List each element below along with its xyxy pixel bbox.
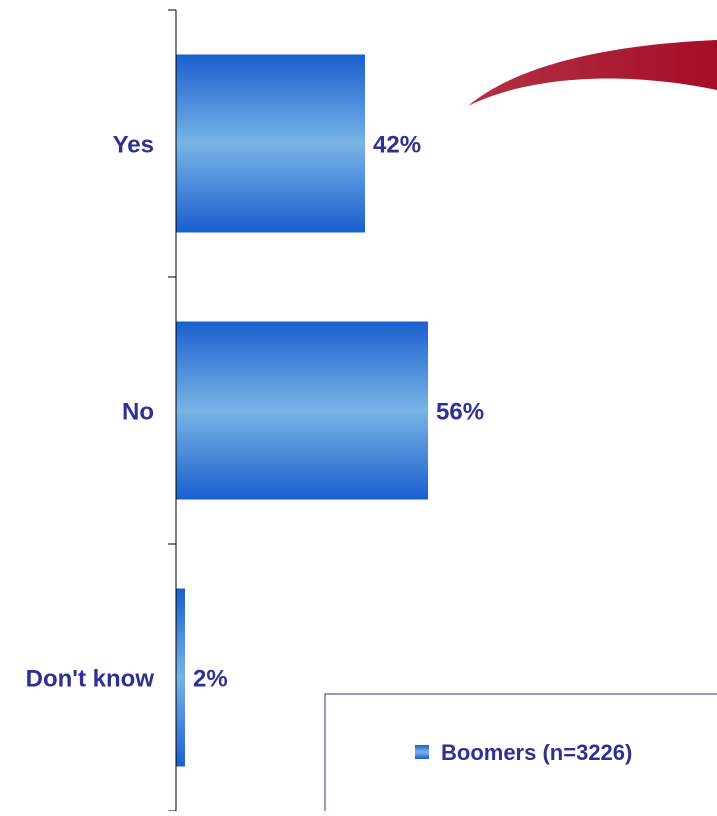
category-label: No [122,399,154,426]
bars-layer: 42% Yes 56% No 2% Don't know [26,54,484,767]
legend-swatch [415,745,429,759]
category-label: Don't know [26,666,155,693]
axis-layer [168,9,177,812]
category-label: Yes [113,132,154,159]
data-label: 2% [193,666,228,693]
data-label: 42% [373,132,421,159]
bar-no [176,321,428,500]
legend: Boomers (n=3226) [324,693,717,816]
swoosh-graphic [468,40,717,106]
bar-yes [176,54,365,233]
data-label: 56% [436,399,484,426]
bar-don-t-know [176,588,185,767]
legend-box [324,693,717,816]
legend-label: Boomers (n=3226) [441,740,632,765]
